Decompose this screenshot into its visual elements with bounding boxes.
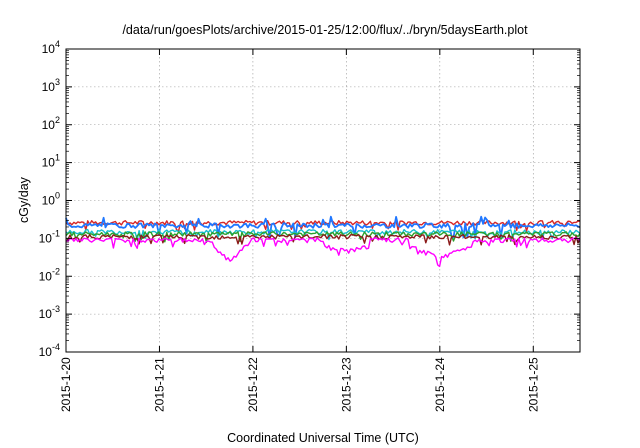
y-tick-label: 104 <box>42 39 60 56</box>
series-group <box>65 215 581 268</box>
y-tick-label: 10-2 <box>39 266 60 283</box>
y-tick-label: 10-3 <box>39 304 60 321</box>
y-axis: 10-4 10-3 10-2 10-1 100 101 102 103 104 <box>39 39 580 359</box>
x-axis-label: Coordinated Universal Time (UTC) <box>227 431 419 445</box>
grid <box>66 49 580 352</box>
x-tick-label: 2015-1-20 <box>59 357 73 412</box>
y-tick-label: 103 <box>42 77 60 94</box>
series-line <box>65 234 581 246</box>
y-tick-label: 10-4 <box>39 342 60 359</box>
x-tick-label: 2015-1-22 <box>246 357 260 412</box>
series-line <box>65 215 581 239</box>
x-tick-label: 2015-1-25 <box>526 357 540 412</box>
y-tick-label: 100 <box>42 191 60 208</box>
x-tick-label: 2015-1-23 <box>339 357 353 412</box>
chart-title: /data/run/goesPlots/archive/2015-01-25/1… <box>122 23 528 37</box>
series-line <box>65 219 581 232</box>
y-tick-label: 102 <box>42 115 60 132</box>
series-line <box>65 231 581 244</box>
x-tick-label: 2015-1-24 <box>433 357 447 412</box>
y-axis-label: cGy/day <box>17 176 31 223</box>
x-tick-label: 2015-1-21 <box>152 357 166 412</box>
series-line <box>65 237 581 268</box>
x-axis: 2015-1-20 2015-1-21 2015-1-22 2015-1-23 2015… <box>59 49 540 412</box>
y-tick-label: 10-1 <box>39 228 60 245</box>
y-tick-label: 101 <box>42 153 60 170</box>
